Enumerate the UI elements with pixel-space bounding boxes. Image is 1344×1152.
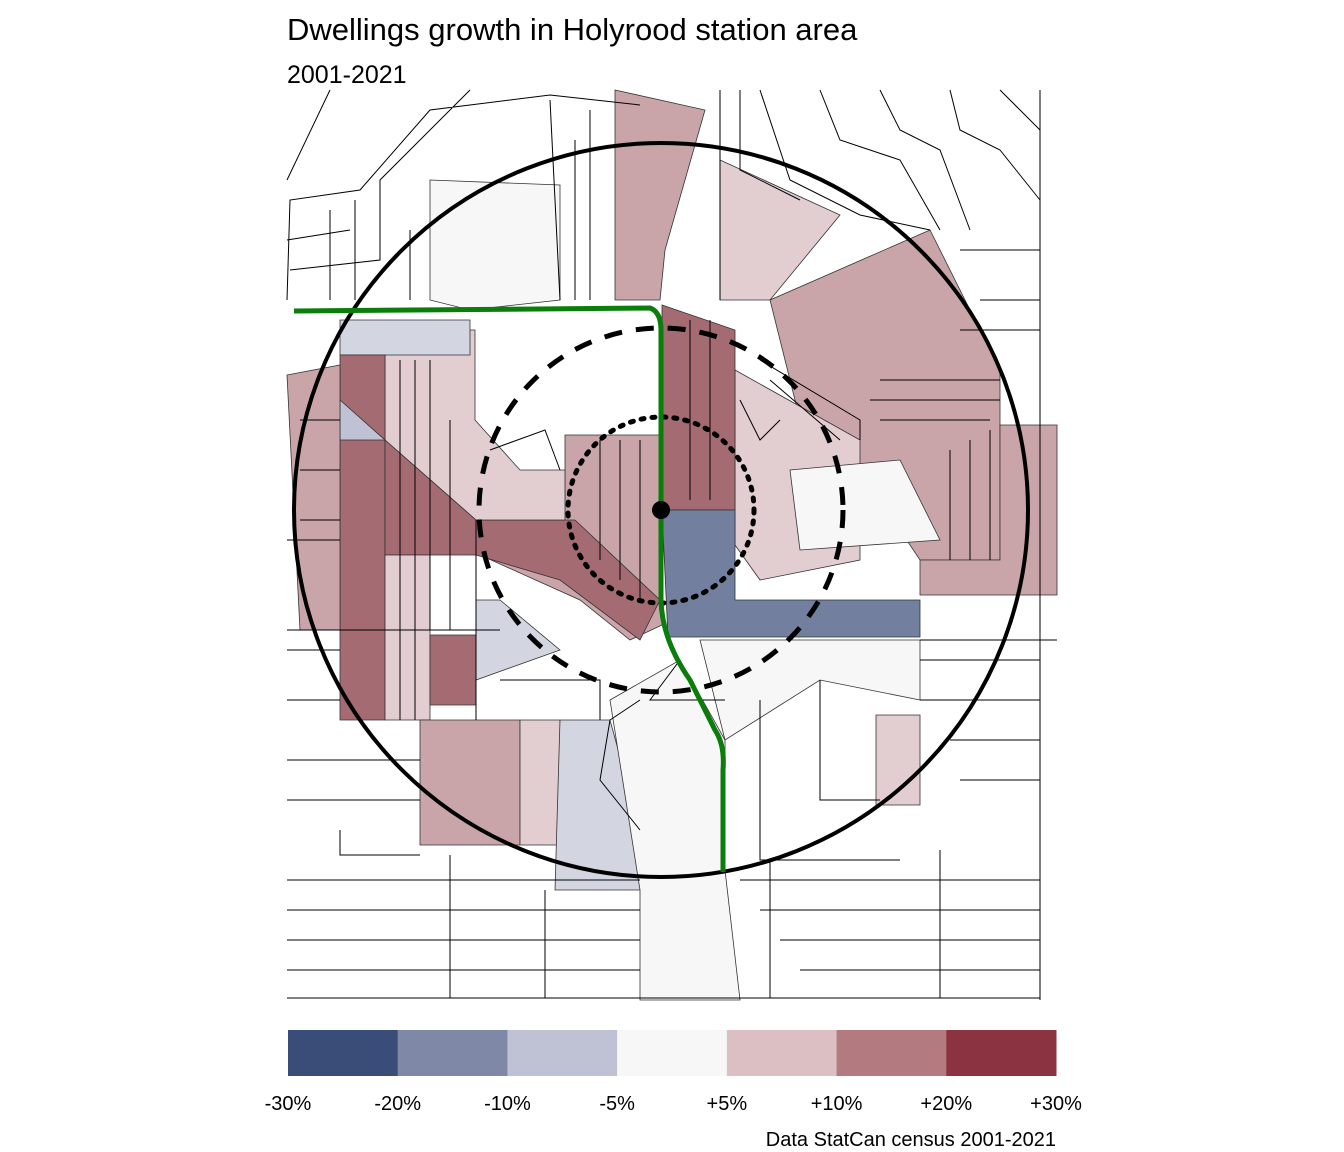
legend-swatch [507, 1030, 618, 1076]
zone [475, 599, 561, 681]
middle-ring [476, 325, 846, 695]
zone [699, 639, 921, 741]
zones [286, 89, 1058, 1001]
zone [339, 319, 471, 356]
legend-swatch [397, 1030, 508, 1076]
map [286, 89, 1058, 1001]
legend-swatch [726, 1030, 838, 1076]
legend: -30% -20% -10% -5% +5% +10% +20% +30% [265, 1030, 1082, 1115]
streets [286, 89, 1057, 1000]
legend-label: -5% [599, 1093, 635, 1115]
legend-label: -20% [374, 1093, 421, 1115]
legend-swatch [288, 1030, 399, 1076]
zone [419, 719, 521, 846]
outer-ring [292, 141, 1030, 879]
zone [384, 554, 431, 721]
title: Dwellings growth in Holyrood station are… [287, 12, 858, 47]
zone [429, 634, 477, 706]
legend-swatch [946, 1030, 1057, 1076]
zone [789, 459, 941, 551]
subtitle: 2001-2021 [287, 61, 407, 89]
caption: Data StatCan census 2001-2021 [766, 1129, 1056, 1151]
legend-label: -10% [484, 1093, 531, 1115]
legend-label: +5% [707, 1093, 748, 1115]
legend-label: +10% [811, 1093, 863, 1115]
zone [919, 424, 1058, 596]
station [652, 501, 670, 519]
legend-swatch [617, 1030, 728, 1076]
legend-label: +30% [1030, 1093, 1082, 1115]
transit-line [293, 305, 726, 872]
legend-label: -30% [265, 1093, 312, 1115]
zone [429, 179, 561, 311]
zone [519, 719, 561, 846]
zone [614, 89, 706, 301]
zone [661, 304, 736, 511]
legend-label: +20% [920, 1093, 972, 1115]
legend-swatch [836, 1030, 947, 1076]
